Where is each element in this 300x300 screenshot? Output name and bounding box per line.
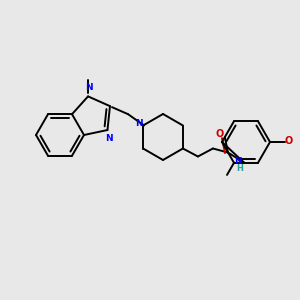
- Text: N: N: [85, 83, 92, 92]
- Text: O: O: [285, 136, 293, 146]
- Text: O: O: [215, 129, 223, 140]
- Text: N: N: [105, 134, 112, 143]
- Text: H: H: [236, 164, 243, 173]
- Text: N: N: [135, 119, 143, 128]
- Text: N: N: [234, 157, 242, 166]
